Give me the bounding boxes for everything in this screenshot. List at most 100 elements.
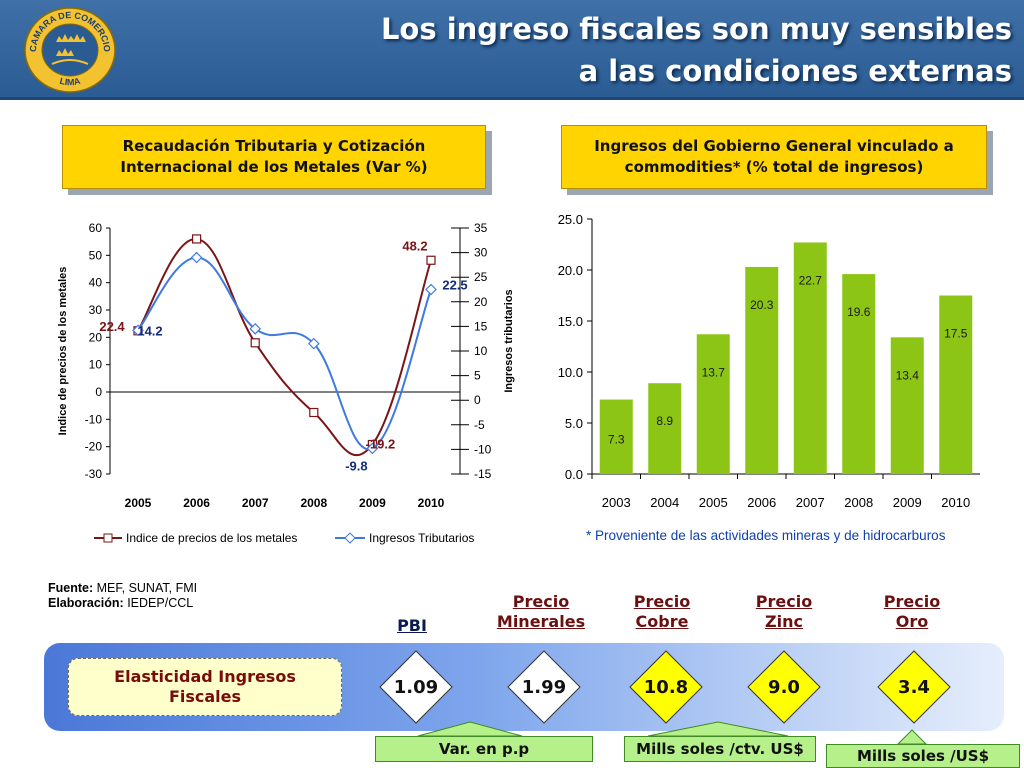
bar-value-label: 17.5 — [944, 327, 968, 341]
diamond-value: 9.0 — [768, 676, 800, 698]
diamond-precio-minerales: 1.99 — [506, 649, 582, 725]
camara-comercio-seal-icon: CAMARA DE COMERCIO LIMA — [24, 7, 116, 93]
seal-text-bottom: LIMA — [59, 76, 82, 88]
bar-value-label: 7.3 — [608, 433, 625, 447]
point-marker — [190, 251, 203, 264]
bar-2003 — [599, 399, 633, 474]
point-marker — [132, 324, 144, 337]
bar-x-tick-label: 2003 — [602, 495, 631, 510]
diamond-value: 3.4 — [898, 676, 930, 698]
point-marker — [192, 234, 202, 244]
bar-value-label: 8.9 — [656, 414, 673, 428]
x-tick-label: 2007 — [242, 496, 269, 510]
right-tick-label: 15 — [474, 319, 488, 333]
elasticity-label-text: Elasticidad Ingresos Fiscales — [114, 667, 296, 706]
data-label: 22.5 — [442, 278, 467, 293]
right-axis-label: Ingresos tributarios — [503, 289, 515, 392]
bar-x-tick-label: 2007 — [796, 495, 825, 510]
bar-2008 — [842, 274, 876, 474]
col-head-pbi: PBI — [397, 616, 427, 635]
left-chart-title-line1: Recaudación Tributaria y Cotización — [122, 137, 426, 155]
bar-value-label: 13.7 — [702, 365, 726, 379]
point-marker — [309, 407, 319, 418]
right-tick-label: 20 — [474, 295, 488, 309]
bar-y-tick-label: 25.0 — [558, 212, 583, 227]
header-bar: CAMARA DE COMERCIO LIMA Los ingreso fisc… — [0, 0, 1024, 100]
right-chart-title: Ingresos del Gobierno General vinculado … — [561, 125, 987, 189]
bar-value-label: 20.3 — [750, 298, 774, 312]
left-tick-label: 0 — [95, 385, 102, 399]
bar-x-tick-label: 2006 — [747, 495, 776, 510]
left-chart-title-line2: Internacional de los Metales (Var %) — [120, 158, 428, 176]
bar-y-tick-label: 20.0 — [558, 263, 583, 278]
left-tick-label: 10 — [89, 358, 103, 372]
right-tick-label: -5 — [474, 418, 485, 432]
bar-y-tick-label: 15.0 — [558, 314, 583, 329]
right-tick-label: -15 — [474, 467, 492, 481]
diamond-value: 10.8 — [643, 676, 689, 698]
x-tick-label: 2006 — [183, 496, 210, 510]
right-tick-label: -10 — [474, 442, 492, 456]
diamond-shape — [507, 650, 581, 724]
data-label: -19.2 — [366, 436, 396, 451]
data-label: 48.2 — [402, 238, 427, 253]
diamond-precio-zinc: 9.0 — [746, 649, 822, 725]
bar-value-label: 13.4 — [896, 368, 920, 382]
left-tick-label: -20 — [85, 440, 103, 454]
right-chart-title-line2: commodities* (% total de ingresos) — [624, 158, 924, 176]
legend-label-metales: Indice de precios de los metales — [126, 531, 297, 545]
bar-2005 — [696, 334, 730, 474]
source-value: MEF, SUNAT, FMI — [96, 581, 198, 595]
left-tick-label: 50 — [89, 248, 103, 262]
left-chart-title: Recaudación Tributaria y Cotización Inte… — [62, 125, 486, 189]
right-tick-label: 0 — [474, 393, 481, 407]
bar-y-tick-label: 5.0 — [565, 416, 583, 431]
unit-var-pp: Var. en p.p — [375, 736, 593, 762]
bar-x-tick-label: 2010 — [941, 495, 970, 510]
unit-mills-soles-ctv: Mills soles /ctv. US$ — [624, 736, 816, 762]
page-title-line2: a las condiciones externas — [578, 54, 1012, 88]
bar-2009 — [890, 337, 924, 474]
bar-x-tick-label: 2008 — [844, 495, 873, 510]
right-tick-label: 30 — [474, 246, 488, 260]
point-marker — [250, 338, 260, 348]
col-head-precio-minerales: Precio Minerales — [496, 592, 586, 631]
diamond-precio-cobre: 10.8 — [628, 649, 704, 725]
bar-value-label: 19.6 — [847, 305, 871, 319]
series-line-0 — [137, 237, 432, 457]
legend-marker-metales — [103, 533, 113, 543]
col-head-precio-cobre: Precio Cobre — [633, 592, 691, 631]
elaboration-value: IEDEP/CCL — [127, 596, 194, 610]
diamond-pbi: 1.09 — [378, 649, 454, 725]
right-chart-title-line1: Ingresos del Gobierno General vinculado … — [594, 137, 954, 155]
page-title-line1: Los ingreso fiscales son muy sensibles — [380, 12, 1012, 46]
left-axis-label: Indice de precios de los metales — [57, 267, 69, 436]
bar-x-tick-label: 2004 — [650, 495, 679, 510]
bar-x-tick-label: 2009 — [893, 495, 922, 510]
x-tick-label: 2010 — [418, 496, 445, 510]
bar-value-label: 22.7 — [799, 273, 823, 287]
point-marker — [426, 255, 436, 265]
bar-chart: 0.0 5.0 10.0 15.0 20.0 25.0 2003 2004 2005 2006 20… — [558, 212, 980, 510]
legend-marker-ingresos — [344, 532, 356, 544]
col-head-precio-oro: Precio Oro — [883, 592, 941, 631]
line-chart: -30 -20 -10 0 10 20 30 40 50 60 -15 -10 -5 0 5 10 15 20 25… — [57, 221, 515, 545]
legend-label-ingresos: Ingresos Tributarios — [369, 531, 474, 545]
elaboration-label: Elaboración: — [48, 596, 124, 610]
data-label: 22.4 — [99, 319, 125, 334]
page-title: Los ingreso fiscales son muy sensibles a… — [381, 8, 1012, 92]
diamond-shape — [877, 650, 951, 724]
right-tick-label: 25 — [474, 270, 488, 284]
diamond-value: 1.09 — [393, 676, 439, 698]
left-tick-label: 20 — [89, 330, 103, 344]
source-label: Fuente: — [48, 581, 94, 595]
bar-2007 — [793, 242, 827, 474]
col-head-precio-zinc: Precio Zinc — [755, 592, 813, 631]
diamond-precio-oro: 3.4 — [876, 649, 952, 725]
elasticity-label: Elasticidad Ingresos Fiscales — [68, 658, 342, 716]
footnote: * Proveniente de las actividades mineras… — [586, 528, 946, 543]
point-marker — [425, 283, 437, 296]
left-tick-label: 40 — [89, 276, 103, 290]
unit-pointer-oro — [896, 729, 928, 745]
unit-mills-soles-us: Mills soles /US$ — [826, 744, 1020, 768]
